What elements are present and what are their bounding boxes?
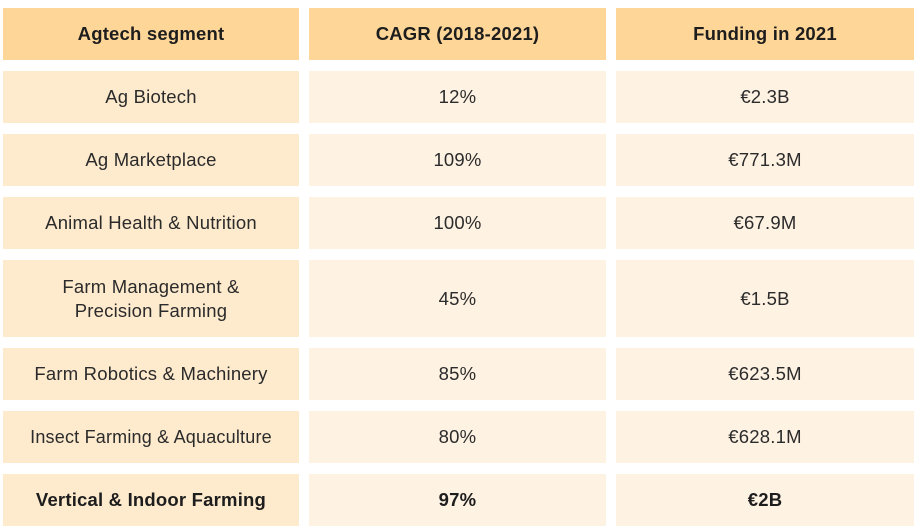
table-row: Ag Biotech 12% €2.3B [3,71,914,123]
segment-cell: Farm Robotics & Machinery [3,348,299,400]
funding-cell: €67.9M [616,197,914,249]
funding-cell: €2B [616,474,914,526]
funding-cell: €1.5B [616,260,914,337]
header-cagr: CAGR (2018-2021) [309,8,606,60]
table-row: Ag Marketplace 109% €771.3M [3,134,914,186]
segment-cell: Farm Management & Precision Farming [3,260,299,337]
funding-cell: €2.3B [616,71,914,123]
table-row: Animal Health & Nutrition 100% €67.9M [3,197,914,249]
header-funding: Funding in 2021 [616,8,914,60]
table-row: Farm Management & Precision Farming 45% … [3,260,914,337]
funding-cell: €623.5M [616,348,914,400]
funding-cell: €771.3M [616,134,914,186]
segment-cell: Ag Marketplace [3,134,299,186]
table-row: Farm Robotics & Machinery 85% €623.5M [3,348,914,400]
table-row-highlighted: Vertical & Indoor Farming 97% €2B [3,474,914,526]
cagr-cell: 80% [309,411,606,463]
segment-cell: Insect Farming & Aquaculture [3,411,299,463]
segment-cell: Ag Biotech [3,71,299,123]
cagr-cell: 45% [309,260,606,337]
agtech-table: Agtech segment CAGR (2018-2021) Funding … [3,8,914,526]
cagr-cell: 100% [309,197,606,249]
cagr-cell: 12% [309,71,606,123]
cagr-cell: 85% [309,348,606,400]
funding-cell: €628.1M [616,411,914,463]
header-agtech-segment: Agtech segment [3,8,299,60]
cagr-cell: 97% [309,474,606,526]
segment-cell: Animal Health & Nutrition [3,197,299,249]
table-row: Insect Farming & Aquaculture 80% €628.1M [3,411,914,463]
table-header-row: Agtech segment CAGR (2018-2021) Funding … [3,8,914,60]
cagr-cell: 109% [309,134,606,186]
segment-cell: Vertical & Indoor Farming [3,474,299,526]
